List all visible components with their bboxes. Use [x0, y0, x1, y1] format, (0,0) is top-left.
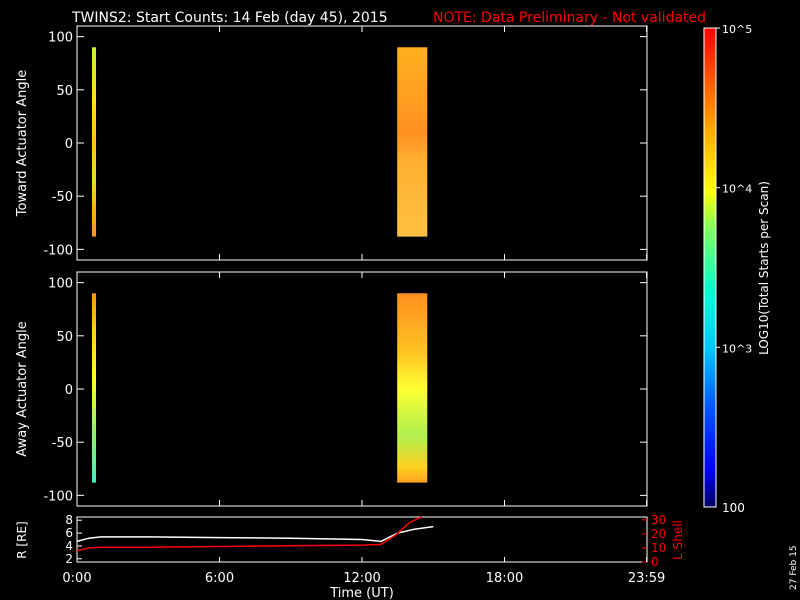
colorbar-tick-label: 10^4 [722, 183, 752, 196]
orbit-ylabel-right: L Shell [671, 520, 685, 560]
time-tick-label: 12:00 [343, 571, 380, 586]
away-ytick-label: 0 [65, 383, 73, 398]
colorbar-min-label: 100 [722, 501, 745, 515]
r-distance-line [76, 525, 434, 543]
time-axis: 0:00 6:00 12:00 18:00 23:59 [62, 26, 665, 586]
toward-ytick-label: 100 [48, 31, 73, 46]
colorbar-ticks: 10^5 10^4 10^3 [716, 23, 752, 355]
away-ylabel: Away Actuator Angle [15, 321, 30, 456]
toward-ytick-label: -50 [52, 190, 73, 205]
toward-ylabel: Toward Actuator Angle [15, 70, 30, 217]
orbit-left-tick-label: 8 [65, 513, 73, 527]
toward-plot-area [76, 25, 648, 261]
orbit-right-tick-label: 0 [651, 555, 659, 569]
orbit-left-tick-label: 4 [65, 539, 73, 553]
chart-title: TWINS2: Start Counts: 14 Feb (day 45), 2… [71, 10, 388, 26]
time-tick-label: 0:00 [62, 571, 91, 586]
toward-segment-1 [92, 47, 96, 237]
orbit-lines [76, 516, 434, 552]
away-ytick-label: 50 [56, 330, 73, 345]
away-ytick-label: -50 [52, 436, 73, 451]
orbit-ylabel-left: R [RE] [15, 521, 29, 558]
toward-y-axis: 100 50 0 -50 -100 [43, 31, 647, 258]
colorbar: 10^5 10^4 10^3 100 LOG10(Total Starts per … [703, 23, 771, 515]
away-ytick-label: 100 [48, 277, 73, 292]
colorbar-tick-label: 10^3 [722, 342, 752, 355]
away-panel: 100 50 0 -50 -100 Away Actuator Angle [15, 271, 648, 507]
away-y-axis: 100 50 0 -50 -100 [43, 277, 647, 504]
colorbar-title: LOG10(Total Starts per Scan) [757, 181, 771, 355]
toward-heatmap [92, 47, 428, 237]
time-tick-label: 18:00 [486, 571, 523, 586]
orbit-right-tick-label: 10 [651, 541, 666, 555]
time-tick-label: 23:59 [628, 571, 665, 586]
colorbar-gradient [703, 27, 717, 508]
datestamp: 27 Feb 15 [789, 545, 799, 590]
l-shell-line [76, 516, 422, 552]
toward-ytick-label: 50 [56, 84, 73, 99]
orbit-left-tick-label: 6 [65, 526, 73, 540]
away-heatmap [92, 293, 428, 483]
orbit-right-tick-label: 20 [651, 527, 666, 541]
away-segment-1 [92, 293, 96, 483]
toward-segment-2 [397, 47, 428, 237]
toward-ytick-label: -100 [43, 243, 73, 258]
away-plot-area [76, 271, 648, 507]
time-axis-label: Time (UT) [329, 586, 394, 600]
away-ytick-label: -100 [43, 489, 73, 504]
orbit-left-tick-label: 2 [65, 552, 73, 566]
colorbar-tick-label: 10^5 [722, 23, 752, 36]
orbit-right-tick-label: 30 [651, 513, 666, 527]
preliminary-note: NOTE: Data Preliminary - Not validated [433, 10, 706, 26]
toward-panel: 100 50 0 -50 -100 Toward Actuator Angle [15, 25, 648, 261]
time-tick-label: 6:00 [205, 571, 234, 586]
away-segment-2 [397, 293, 428, 483]
toward-ytick-label: 0 [65, 137, 73, 152]
